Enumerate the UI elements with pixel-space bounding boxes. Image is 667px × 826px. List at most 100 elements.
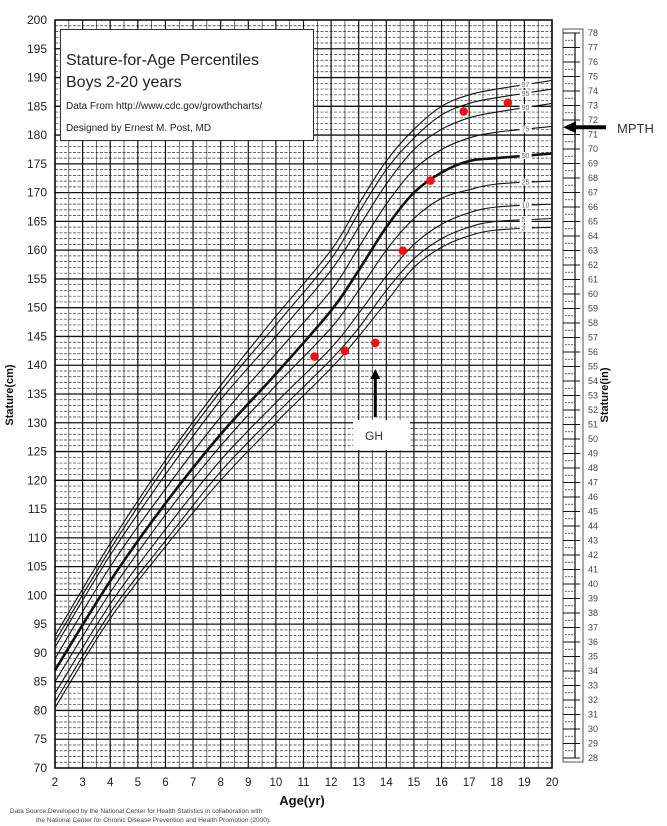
y2-tick-label: 65 — [588, 217, 598, 227]
y2-tick-label: 66 — [588, 202, 598, 212]
y-tick-label: 135 — [27, 387, 47, 401]
y2-tick-label: 35 — [588, 652, 598, 662]
y2-tick-label: 36 — [588, 637, 598, 647]
designer-credit: Designed by Ernest M. Post, MD — [66, 123, 212, 134]
y-tick-label: 105 — [27, 560, 47, 574]
y-tick-label: 165 — [27, 214, 47, 228]
y2-tick-label: 75 — [588, 72, 598, 82]
y-tick-label: 190 — [27, 71, 47, 85]
percentile-curves: 3 5 10 25 50 75 90 95 97 — [53, 79, 553, 708]
axes: 7075808590951001051101151201251301351401… — [4, 13, 611, 808]
patient-data-point — [459, 107, 468, 116]
x-tick-label: 14 — [380, 777, 393, 789]
y-tick-label: 170 — [27, 186, 47, 200]
y2-tick-label: 40 — [588, 579, 598, 589]
percentile-label-5: 5 — [522, 217, 526, 224]
percentile-label-10: 10 — [522, 203, 530, 210]
y-tick-label: 180 — [27, 128, 47, 142]
y2-tick-label: 29 — [588, 739, 598, 749]
y2-tick-label: 51 — [588, 420, 598, 430]
y-tick-label: 175 — [27, 157, 47, 171]
y2-tick-label: 73 — [588, 101, 598, 111]
x-tick-label: 18 — [490, 777, 503, 789]
y2-tick-label: 74 — [588, 86, 598, 96]
y2-tick-label: 49 — [588, 449, 598, 459]
gh-arrow-head-icon — [370, 368, 381, 379]
x-tick-label: 20 — [546, 777, 559, 789]
y-tick-label: 80 — [34, 703, 48, 717]
chart-grid — [54, 19, 553, 769]
y-tick-label: 125 — [27, 445, 47, 459]
percentile-label-75: 75 — [522, 127, 530, 134]
y-tick-label: 140 — [27, 358, 47, 372]
x-tick-label: 7 — [190, 777, 196, 789]
y2-tick-label: 58 — [588, 318, 598, 328]
y2-tick-label: 43 — [588, 536, 598, 546]
percentile-curve-97 — [54, 79, 553, 636]
percentile-curve-90 — [54, 102, 553, 648]
x-tick-label: 9 — [245, 777, 251, 789]
y2-tick-label: 63 — [588, 246, 598, 256]
x-tick-label: 11 — [298, 777, 310, 789]
chart-subtitle: Boys 2-20 years — [66, 74, 182, 91]
x-tick-label: 3 — [79, 777, 85, 789]
x-tick-label: 2 — [52, 777, 58, 789]
y2-tick-label: 34 — [588, 666, 598, 676]
percentile-curve-25 — [54, 180, 553, 682]
y2-tick-label: 72 — [588, 115, 598, 125]
y-tick-label: 145 — [27, 329, 47, 343]
percentile-label-3: 3 — [522, 226, 526, 233]
y2-tick-label: 47 — [588, 478, 598, 488]
y2-tick-label: 37 — [588, 623, 598, 633]
patient-data-point — [370, 338, 380, 348]
percentile-curve-95 — [54, 88, 553, 642]
y-tick-label: 155 — [27, 272, 47, 286]
y2-tick-label: 50 — [588, 434, 598, 444]
data-source-credit: Data From http://www.cdc.gov/growthchart… — [66, 101, 263, 112]
y2-tick-label: 54 — [588, 376, 598, 386]
y-tick-label: 185 — [27, 99, 47, 113]
y2-tick-label: 71 — [588, 130, 598, 140]
y2-tick-label: 61 — [588, 275, 598, 285]
footer-source-line2: the National Center for Chronic Disease … — [36, 817, 271, 824]
percentile-label-50: 50 — [522, 153, 530, 160]
y2-tick-label: 55 — [588, 362, 598, 372]
y2-tick-label: 62 — [588, 260, 598, 270]
percentile-curve-75 — [54, 125, 553, 659]
y-tick-label: 195 — [27, 42, 47, 56]
x-tick-label: 16 — [435, 777, 448, 789]
x-tick-label: 15 — [408, 777, 421, 789]
y2-tick-label: 78 — [588, 28, 598, 38]
y2-tick-label: 45 — [588, 507, 598, 517]
chart-title: Stature-for-Age Percentiles — [66, 52, 259, 69]
x-tick-label: 10 — [269, 777, 282, 789]
y-axis-title: Stature(cm) — [4, 364, 16, 425]
x-axis-title: Age(yr) — [279, 793, 325, 808]
y2-tick-label: 39 — [588, 594, 598, 604]
y2-tick-label: 32 — [588, 695, 598, 705]
y2-tick-label: 33 — [588, 681, 598, 691]
patient-points — [310, 98, 513, 361]
y-tick-label: 85 — [34, 675, 48, 689]
y-tick-label: 120 — [27, 473, 47, 487]
patient-data-point — [398, 246, 408, 256]
patient-data-point — [503, 98, 513, 108]
y-tick-label: 160 — [27, 243, 47, 257]
percentile-label-97: 97 — [522, 82, 530, 89]
y2-tick-label: 31 — [588, 710, 598, 720]
y2-tick-label: 67 — [588, 188, 598, 198]
percentile-label-25: 25 — [522, 180, 530, 187]
patient-data-point — [310, 352, 319, 361]
y2-tick-label: 46 — [588, 492, 598, 502]
y-tick-label: 95 — [34, 617, 48, 631]
x-tick-label: 4 — [107, 777, 114, 789]
y2-tick-label: 57 — [588, 333, 598, 343]
gh-annotation-box: GH — [353, 420, 410, 450]
y2-tick-label: 76 — [588, 57, 598, 67]
y2-tick-label: 53 — [588, 391, 598, 401]
x-tick-label: 17 — [463, 777, 476, 789]
chart-title-box: Stature-for-Age Percentiles Boys 2-20 ye… — [60, 29, 314, 141]
mpth-arrow-head-icon — [563, 121, 576, 134]
y2-axis-title: Stature(in) — [599, 367, 611, 422]
